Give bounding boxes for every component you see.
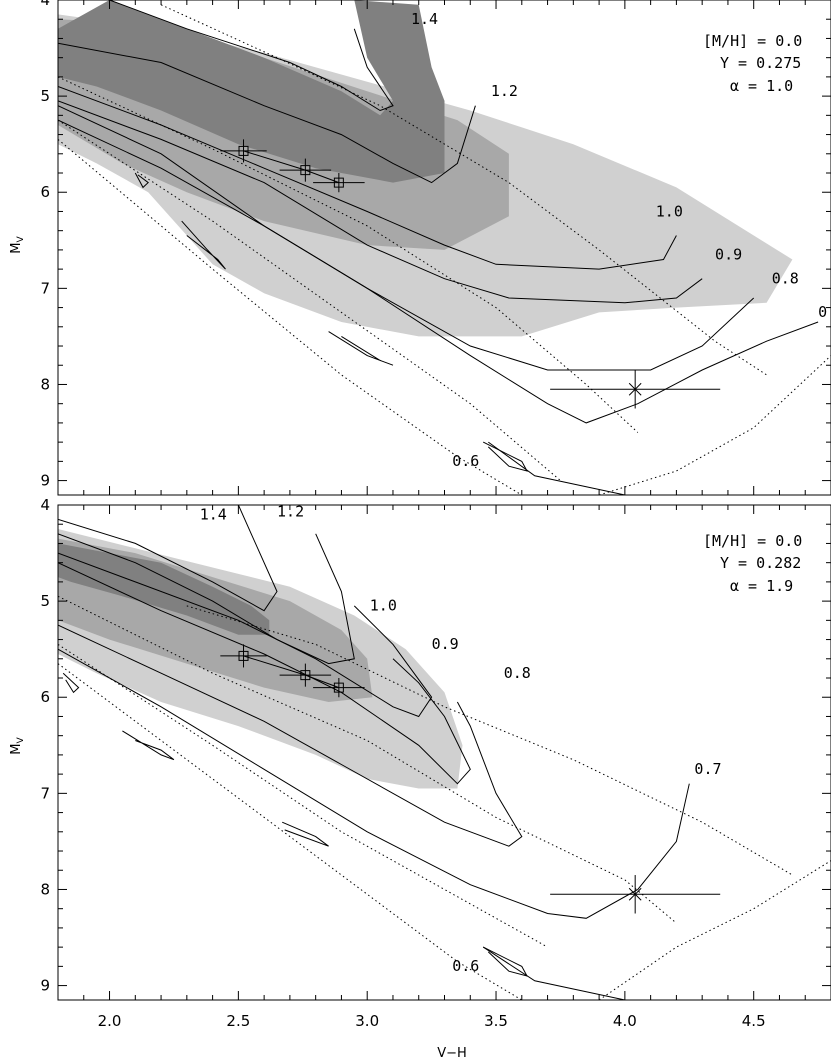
track-loop-2 <box>122 730 175 761</box>
y-tick-label: 6 <box>40 183 50 201</box>
evolutionary-track-1.0 <box>58 86 677 270</box>
track-label-0.6: 0.6 <box>452 957 479 975</box>
track-label-1.2: 1.2 <box>491 82 518 100</box>
data-point-square <box>300 670 311 681</box>
track-label-0.8: 0.8 <box>504 664 531 682</box>
data-point-cross <box>628 887 642 901</box>
evolutionary-track-0.8 <box>58 624 523 847</box>
confidence-region-3 <box>58 0 445 183</box>
track-label-0.7: 0.7 <box>694 760 721 778</box>
isochrone-line-3 <box>58 119 561 481</box>
evolutionary-track-0.8 <box>58 119 755 371</box>
evolutionary-track-1.4 <box>109 0 394 112</box>
y-label-main: M <box>9 743 24 754</box>
y-tick-label: 6 <box>40 688 50 706</box>
annotation-metallicity: [M/H] = 0.0 <box>703 32 802 50</box>
annotation-helium: Y = 0.275 <box>720 54 801 72</box>
svg-text:MV: MV <box>9 736 26 754</box>
y-tick-label: 7 <box>40 784 50 802</box>
data-point-square <box>333 177 344 188</box>
evolutionary-track-1.4 <box>58 505 278 612</box>
y-label-sub: V <box>16 235 26 242</box>
track-loop-3 <box>282 821 329 847</box>
y-tick-label: 9 <box>40 977 50 995</box>
track-label-0.6: 0.6 <box>452 452 479 470</box>
data-point-square <box>300 165 311 176</box>
track-label-0.7: 0.7 <box>818 303 831 321</box>
y-tick-label: 5 <box>40 592 50 610</box>
y-axis-label-bottom: MV <box>9 736 26 754</box>
track-label-1.2: 1.2 <box>277 503 304 521</box>
annotation-alpha: α = 1.0 <box>730 77 793 95</box>
evolutionary-track-0.7 <box>58 648 690 919</box>
evolutionary-track-0.7 <box>58 105 819 424</box>
y-tick-label: 4 <box>40 0 50 9</box>
evolutionary-track-0.6 <box>488 441 626 495</box>
isochrone-line-4 <box>58 663 523 1000</box>
y-tick-label: 8 <box>40 375 50 393</box>
axis-ticks <box>57 0 831 495</box>
plot-layer: 1.4 1.2 1.0 0.9 0.8 0.7 0.6 4 5 6 7 8 9 <box>40 0 831 496</box>
annotation-helium: Y = 0.282 <box>720 554 801 572</box>
x-tick-label: 4.0 <box>613 1012 637 1030</box>
track-loop-1 <box>134 172 149 189</box>
isochrone-line-1 <box>186 605 793 876</box>
evolutionary-track-0.9 <box>58 562 471 785</box>
y-tick-label: 7 <box>40 279 50 297</box>
annotation-alpha: α = 1.9 <box>730 577 793 595</box>
y-axis-label-top: MV <box>9 235 26 253</box>
track-label-1.4: 1.4 <box>200 505 227 523</box>
y-tick-label: 9 <box>40 472 50 490</box>
data-point-cross <box>628 382 642 396</box>
x-tick-label: 4.5 <box>742 1012 766 1030</box>
x-tick-label: 2.5 <box>226 1012 250 1030</box>
plot-area <box>58 0 831 495</box>
track-label-1.0: 1.0 <box>370 597 397 615</box>
data-point-square <box>238 145 249 156</box>
track-label-0.9: 0.9 <box>432 635 459 653</box>
y-label-sub: V <box>16 736 26 743</box>
track-loop-1 <box>62 672 80 694</box>
track-loop-3 <box>328 331 394 366</box>
x-tick-label: 3.0 <box>355 1012 379 1030</box>
isochrone-line-5 <box>598 860 831 1000</box>
track-loop-2 <box>181 220 226 270</box>
track-label-0.9: 0.9 <box>715 246 742 264</box>
plot-layer: 1.4 1.2 1.0 0.9 0.8 0.7 0.6 4 5 6 7 8 9 2.0 2.5 3.0 3.5 4… <box>40 496 831 1030</box>
track-label-1.0: 1.0 <box>656 202 683 220</box>
data-point-square <box>333 682 344 693</box>
annotation-metallicity: [M/H] = 0.0 <box>703 532 802 550</box>
y-label-main: M <box>9 242 24 253</box>
isochrone-line-5 <box>598 355 831 495</box>
evolutionary-track-1.0 <box>58 552 433 718</box>
axis-ticks <box>57 504 831 1000</box>
isochrone-line-2 <box>58 76 639 433</box>
isochrone-line-1 <box>160 4 767 376</box>
evolutionary-track-1.2 <box>58 42 476 184</box>
track-loop-4 <box>482 946 528 977</box>
x-tick-label: 3.5 <box>484 1012 508 1030</box>
x-tick-label: 2.0 <box>98 1012 122 1030</box>
evolutionary-track-0.6 <box>482 946 626 1000</box>
plot-area <box>58 505 831 1000</box>
svg-text:MV: MV <box>9 235 26 253</box>
evolutionary-track-1.2 <box>58 533 355 665</box>
track-loop-4 <box>482 441 528 472</box>
x-axis-label: V−H <box>437 1046 467 1061</box>
y-tick-label: 5 <box>40 87 50 105</box>
data-point-square <box>238 650 249 661</box>
track-label-1.4: 1.4 <box>411 10 438 28</box>
y-tick-label: 8 <box>40 880 50 898</box>
evolutionary-track-0.9 <box>58 100 703 304</box>
y-tick-label: 4 <box>40 496 50 514</box>
bottom-panel: 1.4 1.2 1.0 0.9 0.8 0.7 0.6 4 5 6 7 8 9 2.0 2.5 3.0 3.5 4… <box>40 496 831 1030</box>
track-label-0.8: 0.8 <box>772 270 799 288</box>
